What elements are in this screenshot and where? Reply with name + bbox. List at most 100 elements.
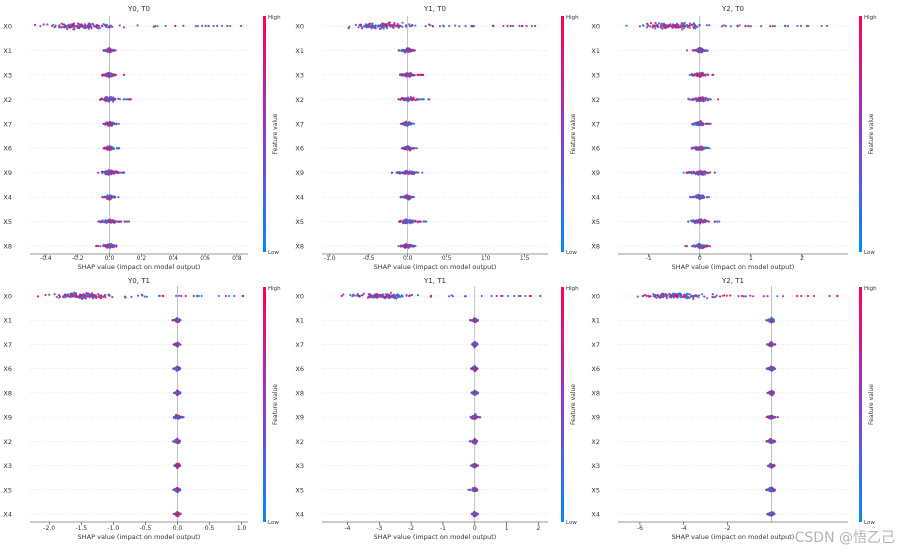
shap-point [784,24,787,28]
shap-point [687,296,690,299]
shap-point [712,73,715,76]
shap-point [36,295,40,298]
shap-point [692,146,695,149]
shap-point [770,366,773,369]
shap-point [399,295,402,299]
shap-point [697,195,700,198]
shap-point [366,23,369,26]
shap-point [662,294,665,297]
shap-point [176,416,180,419]
shap-point [668,24,671,27]
shap-point [638,25,642,28]
shap-point [474,413,477,416]
shap-point [699,243,702,246]
x-axis-label: SHAP value (impact on model output) [78,263,201,271]
shap-point [451,295,454,298]
shap-point [706,195,709,199]
shap-point [367,293,371,296]
shap-point [708,220,711,223]
shap-point [396,22,399,25]
shap-point [86,295,89,298]
colorbar-high-label: High [566,15,579,21]
shap-point [66,27,69,31]
shap-point [106,171,109,174]
shap-point [708,98,711,101]
x-tick-label: 1.5 [520,255,530,262]
shap-point [110,123,113,126]
shap-point [693,25,696,28]
shap-point [106,96,109,99]
colorbar-axis-label: Feature value [570,384,577,425]
shap-point [670,295,673,298]
shap-point [519,294,522,298]
shap-point [354,23,357,26]
shap-point [524,294,527,298]
feature-label: X5 [295,486,304,494]
shap-point [682,171,685,174]
feature-label: X6 [591,365,600,373]
shap-point [405,219,408,222]
shap-point [476,343,479,346]
shap-point [381,293,384,296]
shap-point [103,195,106,198]
shap-point [406,147,409,150]
shap-point [656,25,659,28]
shap-point [171,319,174,322]
shap-point [112,96,115,99]
shap-point [108,170,112,173]
shap-point [692,196,695,199]
shap-point [410,293,414,297]
shap-point [688,22,692,25]
shap-point [75,24,78,28]
shap-point [704,97,707,100]
shap-point [472,415,475,418]
colorbar [561,16,564,252]
shap-point [473,416,476,420]
shap-point [353,294,356,297]
shap-point [472,390,475,393]
colorbar-low-label: Low [268,250,279,256]
shap-point [97,171,100,174]
shap-point [448,295,451,298]
shap-point [362,25,365,28]
shap-point [126,98,129,101]
x-tick-label: 0.0 [403,255,413,262]
shap-point [179,391,182,394]
shap-point [679,24,682,27]
x-tick-label: 1.0 [481,255,491,262]
x-tick-label: -0.5 [363,255,375,262]
shap-point [87,27,90,30]
shap-point [706,172,709,175]
shap-point [697,173,700,176]
shap-point [478,416,481,419]
shap-point [175,344,178,347]
x-axis-label: SHAP value (impact on model output) [78,533,201,541]
shap-point [419,220,422,223]
shap-point [385,24,389,27]
shap-point [646,24,649,27]
shap-point [118,220,121,223]
shap-point [340,294,343,298]
shap-point [700,145,703,148]
shap-point [371,23,374,26]
x-tick-label: -1.0 [324,255,336,262]
x-tick-label: -1.5 [75,525,87,532]
shap-point [771,440,775,443]
shap-point [518,24,521,28]
shap-point [702,74,706,77]
shap-point [97,293,100,296]
panel-title: Y2, T1 [721,277,744,285]
shap-point [421,98,424,101]
shap-point [692,294,695,298]
shap-point [78,296,81,299]
shap-point [768,318,771,321]
shap-point [681,28,684,31]
shap-point [412,195,415,198]
shap-point [718,220,721,223]
shap-point [101,73,104,77]
shap-point [369,22,372,25]
shap-point [412,74,415,77]
shap-point [76,295,79,298]
shap-point [351,295,354,298]
x-tick-label: 0.8 [232,255,242,262]
